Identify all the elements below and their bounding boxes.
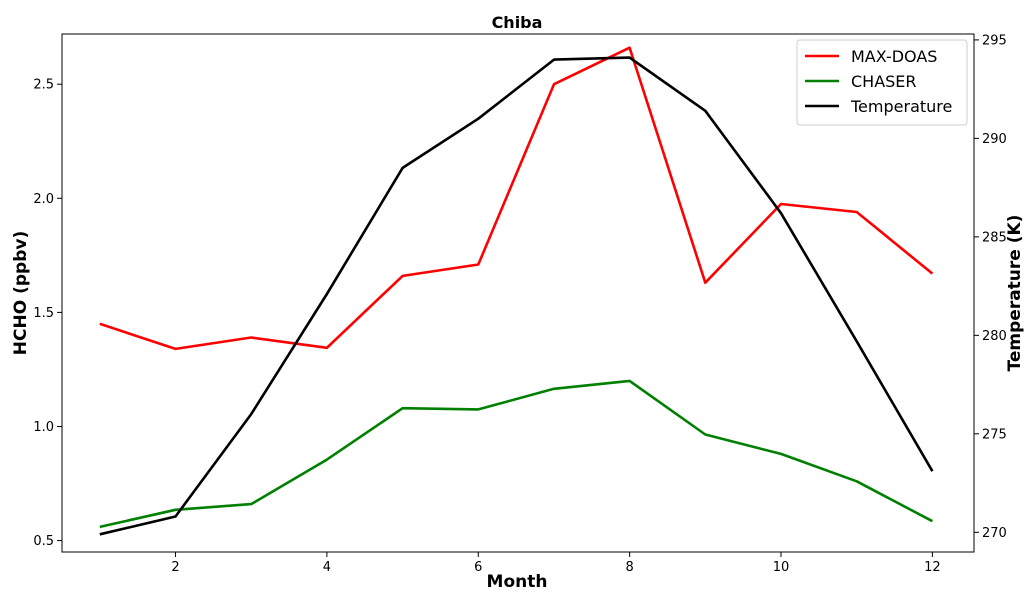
left-y-tick-label: 2.0 <box>33 192 54 207</box>
left-y-axis-title: HCHO (ppbv) <box>11 231 31 355</box>
x-axis-title: Month <box>487 572 548 591</box>
right-y-tick-label: 285 <box>982 230 1007 245</box>
series-layer <box>99 46 934 536</box>
x-tick-label: 12 <box>924 560 941 575</box>
chart-title: Chiba <box>492 13 543 32</box>
chaser-line <box>99 379 934 529</box>
temperature-legend-label: Temperature <box>850 97 952 116</box>
max-doas-line <box>99 46 934 351</box>
left-y-tick-label: 1.5 <box>33 306 54 321</box>
right-y-axis: 270 275 280 285 290 295 <box>974 33 1007 541</box>
x-tick-label: 8 <box>625 560 633 575</box>
right-y-tick-label: 270 <box>982 526 1007 541</box>
max-doas-legend-label: MAX-DOAS <box>851 47 937 66</box>
left-y-tick-label: 1.0 <box>33 420 54 435</box>
x-tick-label: 4 <box>323 560 331 575</box>
right-y-tick-label: 290 <box>982 132 1007 147</box>
x-tick-label: 2 <box>171 560 179 575</box>
legend: MAX-DOAS CHASER Temperature <box>796 39 968 126</box>
plot-frame <box>61 33 975 553</box>
left-y-axis: 0.5 1.0 1.5 2.0 2.5 <box>33 78 62 549</box>
temperature-line <box>99 56 934 536</box>
x-tick-label: 10 <box>773 560 790 575</box>
left-y-tick-label: 0.5 <box>33 534 54 549</box>
x-tick-label: 6 <box>474 560 482 575</box>
x-axis: 2 4 6 8 10 12 <box>171 552 941 575</box>
legend-box <box>796 39 968 126</box>
right-y-tick-label: 280 <box>982 329 1007 344</box>
right-y-tick-label: 275 <box>982 427 1007 442</box>
right-y-tick-label: 295 <box>982 33 1007 48</box>
right-y-axis-title: Temperature (K) <box>1005 215 1025 372</box>
chaser-legend-label: CHASER <box>851 72 917 91</box>
left-y-tick-label: 2.5 <box>33 78 54 93</box>
